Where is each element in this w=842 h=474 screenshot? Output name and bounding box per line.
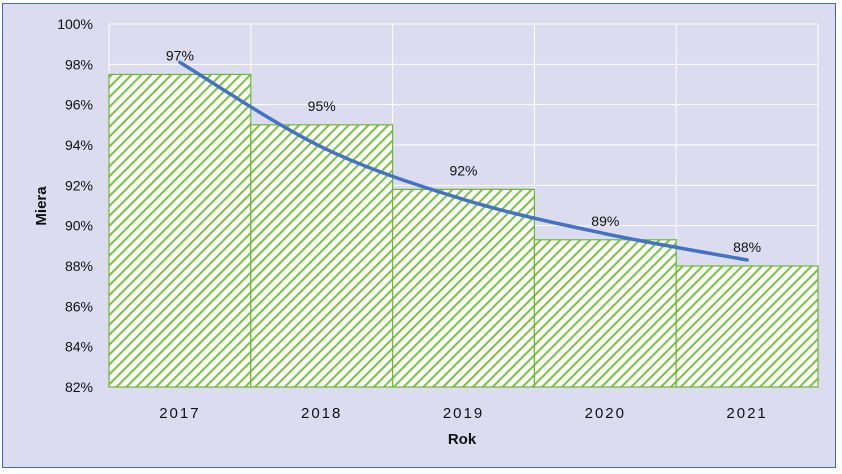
trendline-layer — [178, 60, 749, 262]
y-tick-label: 92% — [65, 177, 93, 193]
y-tick-label: 84% — [65, 339, 93, 355]
x-tick-label: 2020 — [585, 405, 626, 422]
bar-2018 — [250, 124, 394, 388]
bar-2021 — [675, 265, 819, 388]
bar-2019 — [392, 188, 536, 388]
y-axis-title: Miera — [33, 186, 50, 226]
x-tick-labels: 2017 2018 2019 2020 2021 — [159, 405, 767, 422]
data-label: 95% — [308, 98, 336, 114]
y-tick-labels: 82% 84% 86% 88% 90% 92% 94% 96% 98% 100% — [57, 16, 93, 395]
data-labels: 97% 95% 92% 89% 88% — [166, 47, 761, 255]
bar-2020 — [533, 239, 677, 388]
data-label: 89% — [591, 213, 619, 229]
data-label: 97% — [166, 47, 194, 63]
x-tick-label: 2017 — [159, 405, 200, 422]
x-tick-label: 2021 — [726, 405, 767, 422]
y-tick-label: 82% — [65, 379, 93, 395]
bar-chart: 82% 84% 86% 88% 90% 92% 94% 96% 98% 100% 2017 2018… — [33, 16, 819, 448]
bar-2017 — [108, 73, 252, 388]
chart-frame: 82% 84% 86% 88% 90% 92% 94% 96% 98% 100% 2017 2018… — [2, 3, 836, 468]
y-tick-label: 96% — [65, 97, 93, 113]
x-axis-title: Rok — [448, 431, 477, 448]
y-tick-label: 94% — [65, 137, 93, 153]
y-tick-label: 100% — [57, 16, 93, 32]
data-label: 92% — [449, 162, 477, 178]
y-tick-label: 88% — [65, 258, 93, 274]
y-tick-label: 98% — [65, 56, 93, 72]
data-label: 88% — [733, 239, 761, 255]
trendline — [178, 60, 749, 262]
x-tick-label: 2018 — [301, 405, 342, 422]
y-tick-label: 86% — [65, 298, 93, 314]
x-tick-label: 2019 — [443, 405, 484, 422]
y-tick-label: 90% — [65, 218, 93, 234]
bars — [108, 73, 819, 388]
